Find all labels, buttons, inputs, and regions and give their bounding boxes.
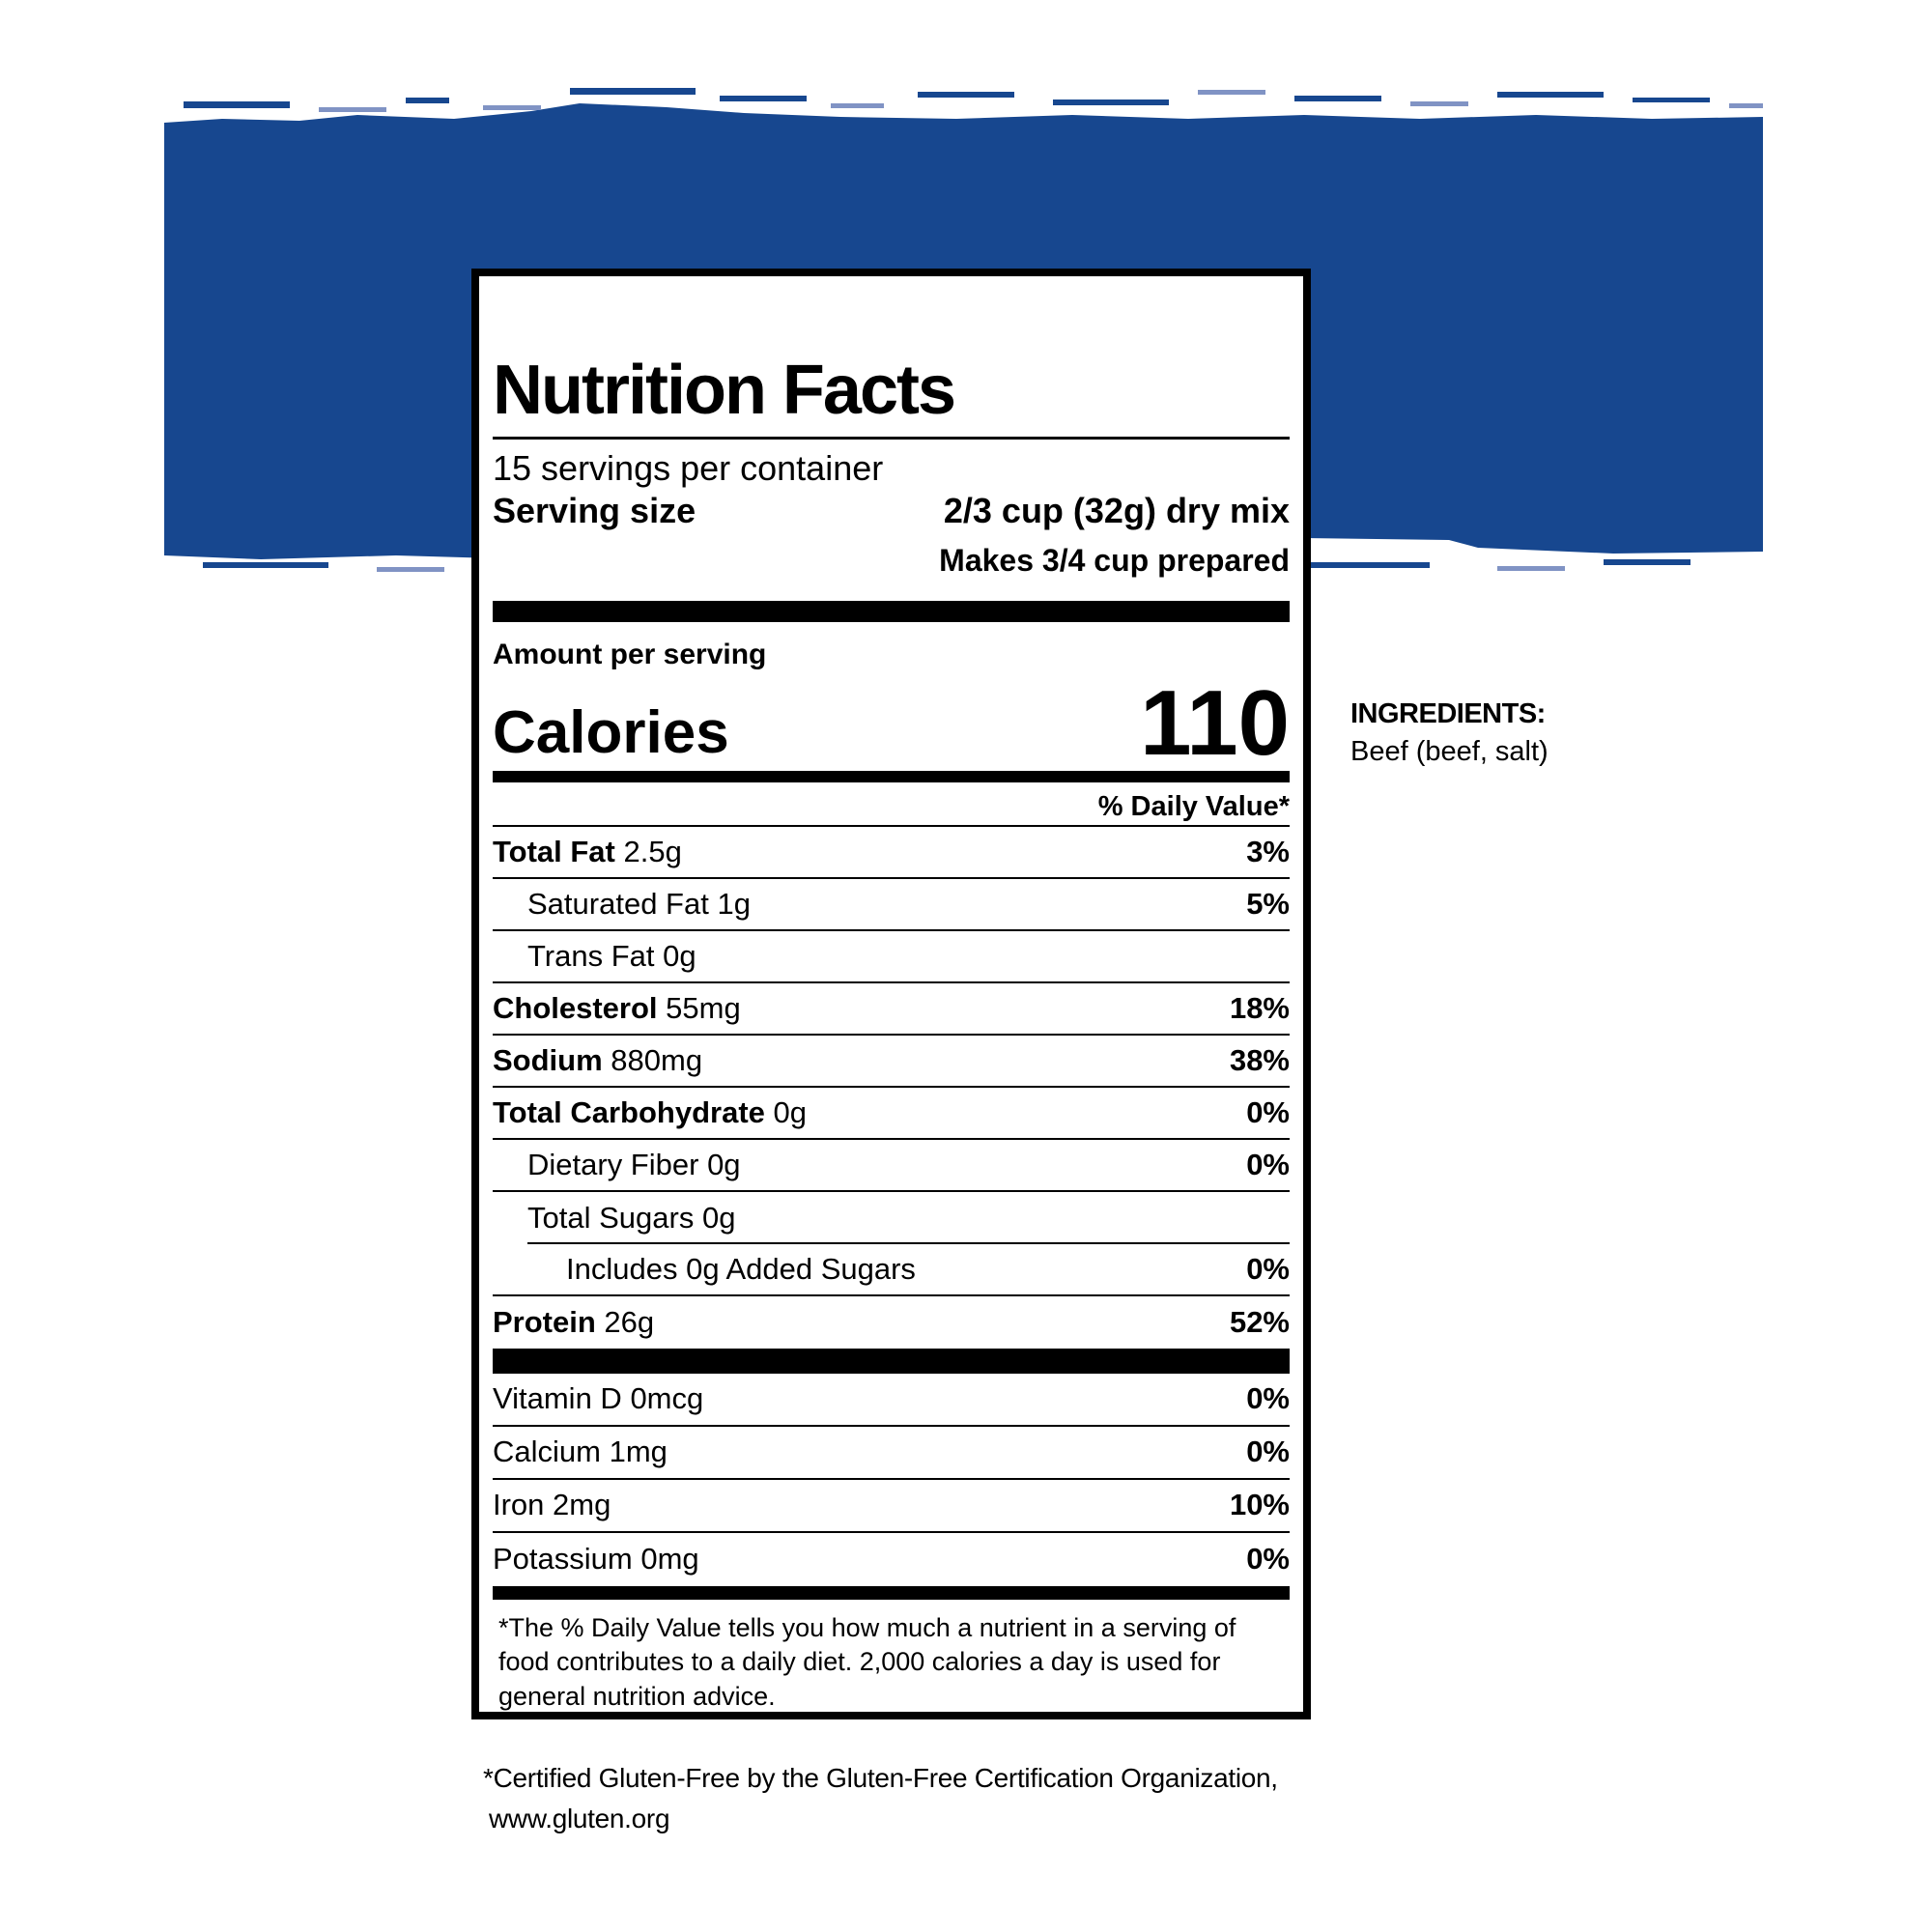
nutrient-name: Total Fat xyxy=(493,834,615,868)
nutrient-amount: 0g xyxy=(701,1200,736,1235)
nutrient-name: Saturated Fat xyxy=(527,886,709,921)
daily-value-header: % Daily Value* xyxy=(493,782,1290,827)
nutrient-name: Dietary Fiber xyxy=(527,1147,699,1181)
nutrient-row-total-sugars: Total Sugars 0g xyxy=(493,1192,1290,1244)
nutrient-dv: 18% xyxy=(1229,990,1290,1025)
nutrient-row-saturated-fat: Saturated Fat 1g 5% xyxy=(493,879,1290,931)
vitamin-rows: Vitamin D 0mcg 0% Calcium 1mg 0% Iron 2m… xyxy=(493,1374,1290,1586)
vitamin-name: Iron xyxy=(493,1488,545,1522)
vitamin-amount: 1mg xyxy=(609,1435,668,1469)
nutrient-amount: 55mg xyxy=(666,990,741,1025)
nutrient-row-cholesterol: Cholesterol 55mg 18% xyxy=(493,983,1290,1036)
nutrient-amount: 0g xyxy=(773,1094,808,1129)
calories-row: Calories 110 xyxy=(493,670,1290,775)
nutrient-left: Trans Fat 0g xyxy=(527,939,696,974)
servings-per-container: 15 servings per container xyxy=(493,448,884,488)
nutrient-name: Total Sugars xyxy=(527,1200,695,1235)
nutrient-amount: 0g xyxy=(707,1147,741,1181)
vitamin-dv: 0% xyxy=(1246,1542,1290,1577)
nutrient-amount: 0g xyxy=(663,938,696,973)
nutrient-row-total-fat: Total Fat 2.5g 3% xyxy=(493,827,1290,879)
nutrient-left: Total Sugars 0g xyxy=(527,1201,735,1236)
gluten-note-line1: *Certified Gluten-Free by the Gluten-Fre… xyxy=(483,1763,1278,1793)
nutrient-name: Trans Fat xyxy=(527,938,655,973)
nutrient-name: Total Carbohydrate xyxy=(493,1094,765,1129)
nutrient-row-added-sugars: Includes 0g Added Sugars 0% xyxy=(493,1244,1290,1296)
vitamin-dv: 0% xyxy=(1246,1381,1290,1416)
nutrient-name: Protein xyxy=(493,1304,596,1339)
nutrient-row-dietary-fiber: Dietary Fiber 0g 0% xyxy=(493,1140,1290,1192)
vitamin-row-vitamin-d: Vitamin D 0mcg 0% xyxy=(493,1374,1290,1427)
vitamin-left: Iron 2mg xyxy=(493,1488,611,1522)
footnote-line: food contributes to a daily diet. 2,000 … xyxy=(498,1647,1221,1677)
daily-value-footnote: *The % Daily Value tells you how much a … xyxy=(493,1600,1290,1716)
nutrient-name: Sodium xyxy=(493,1042,603,1077)
thick-divider-bar xyxy=(493,1348,1290,1374)
nutrient-row-protein: Protein 26g 52% xyxy=(493,1296,1290,1349)
vitamin-amount: 0mcg xyxy=(630,1381,704,1416)
ingredients-block: INGREDIENTS: Beef (beef, salt) xyxy=(1350,696,1548,771)
serving-size-row: Serving size 2/3 cup (32g) dry mix xyxy=(493,489,1290,532)
nutrient-name: Includes 0g Added Sugars xyxy=(566,1251,916,1286)
footnote-line: *The % Daily Value tells you how much a … xyxy=(498,1612,1236,1642)
label-title: Nutrition Facts xyxy=(493,352,956,429)
nutrient-dv: 38% xyxy=(1229,1042,1290,1077)
vitamin-left: Vitamin D 0mcg xyxy=(493,1381,703,1416)
vitamin-row-iron: Iron 2mg 10% xyxy=(493,1480,1290,1533)
nutrient-dv: 52% xyxy=(1229,1304,1290,1339)
ingredients-heading: INGREDIENTS: xyxy=(1350,698,1546,729)
nutrient-amount: 880mg xyxy=(611,1042,703,1077)
medium-divider-bar xyxy=(493,770,1290,782)
nutrient-rows: Total Fat 2.5g 3% Saturated Fat 1g 5% Tr… xyxy=(493,827,1290,1349)
vitamin-row-calcium: Calcium 1mg 0% xyxy=(493,1427,1290,1480)
nutrient-dv: 3% xyxy=(1246,834,1290,868)
nutrient-dv: 0% xyxy=(1246,1094,1290,1129)
vitamin-name: Potassium xyxy=(493,1542,633,1577)
nutrient-left: Total Fat 2.5g xyxy=(493,835,682,869)
serving-size-label: Serving size xyxy=(493,491,696,531)
vitamin-dv: 0% xyxy=(1246,1435,1290,1469)
serving-size-value: 2/3 cup (32g) dry mix xyxy=(943,491,1290,531)
nutrient-left: Sodium 880mg xyxy=(493,1043,702,1078)
nutrient-row-total-carbohydrate: Total Carbohydrate 0g 0% xyxy=(493,1088,1290,1140)
nutrient-dv: 0% xyxy=(1246,1251,1290,1286)
nutrient-name: Cholesterol xyxy=(493,990,658,1025)
footnote-line: general nutrition advice. xyxy=(498,1682,776,1712)
nutrient-amount: 26g xyxy=(604,1304,655,1339)
nutrient-left: Cholesterol 55mg xyxy=(493,991,741,1026)
gluten-note-line2: www.gluten.org xyxy=(489,1804,670,1833)
serving-prepared-note: Makes 3/4 cup prepared xyxy=(939,543,1290,579)
nutrient-row-trans-fat: Trans Fat 0g xyxy=(493,931,1290,983)
vitamin-amount: 2mg xyxy=(553,1488,611,1522)
nutrient-left: Dietary Fiber 0g xyxy=(527,1148,741,1182)
calories-value: 110 xyxy=(1140,670,1290,775)
vitamin-dv: 10% xyxy=(1229,1488,1290,1522)
vitamin-left: Calcium 1mg xyxy=(493,1435,668,1469)
vitamin-name: Calcium xyxy=(493,1435,601,1469)
gluten-free-note: *Certified Gluten-Free by the Gluten-Fre… xyxy=(483,1758,1278,1839)
thick-divider-bar xyxy=(493,600,1290,622)
nutrient-dv: 0% xyxy=(1246,1147,1290,1181)
medium-divider-bar xyxy=(493,1585,1290,1600)
nutrient-left: Saturated Fat 1g xyxy=(527,887,751,922)
vitamin-amount: 0mg xyxy=(640,1542,699,1577)
nutrient-amount: 2.5g xyxy=(623,834,682,868)
vitamin-name: Vitamin D xyxy=(493,1381,622,1416)
amount-per-serving-label: Amount per serving xyxy=(493,638,767,670)
nutrient-left: Total Carbohydrate 0g xyxy=(493,1095,807,1130)
calories-label: Calories xyxy=(493,698,729,766)
ingredients-text: Beef (beef, salt) xyxy=(1350,736,1548,768)
nutrient-dv: 5% xyxy=(1246,886,1290,921)
vitamin-row-potassium: Potassium 0mg 0% xyxy=(493,1533,1290,1586)
vitamin-left: Potassium 0mg xyxy=(493,1542,699,1577)
title-divider xyxy=(493,437,1290,440)
nutrient-left: Protein 26g xyxy=(493,1305,654,1340)
nutrient-left: Includes 0g Added Sugars xyxy=(566,1252,916,1287)
nutrient-row-sodium: Sodium 880mg 38% xyxy=(493,1036,1290,1088)
nutrient-amount: 1g xyxy=(717,886,751,921)
nutrition-facts-label: Nutrition Facts 15 servings per containe… xyxy=(471,269,1311,1719)
